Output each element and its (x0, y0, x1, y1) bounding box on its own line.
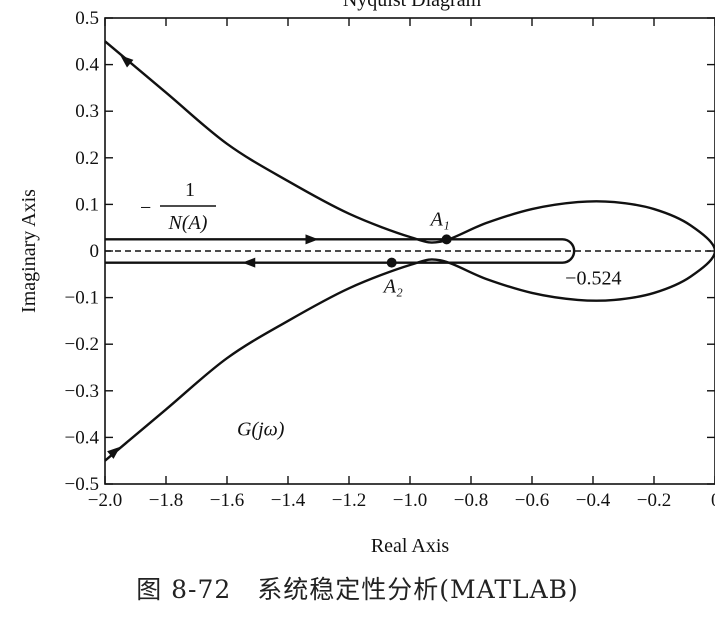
na-denominator: N(A) (168, 212, 208, 234)
x-tick-label: −1.4 (271, 490, 306, 511)
x-tick-label: −1.8 (149, 490, 183, 511)
y-tick-label: −0.2 (65, 334, 99, 355)
y-tick-label: −0.5 (65, 474, 99, 495)
x-tick-label: −0.6 (515, 490, 549, 511)
y-tick-label: 0.4 (75, 55, 99, 76)
point-a2 (386, 257, 397, 268)
x-tick-labels: −2.0 −1.8 −1.6 −1.4 −1.2 −1.0 −0.8 −0.6 −0.4 −0.2… (88, 490, 715, 511)
na-numerator: 1 (185, 179, 195, 201)
y-tick-labels: 0.5 0.4 0.3 0.2 0.1 0 −0.1 −0.2 −0.3 −0.4 −0.5 (65, 8, 100, 495)
y-tick-label: 0.3 (75, 101, 99, 122)
x-tick-label: −0.2 (637, 490, 671, 511)
y-tick-label: −0.1 (65, 288, 99, 309)
y-axis-label: Imaginary Axis (18, 189, 40, 313)
point-a1 (441, 234, 452, 245)
x-tick-label: −1.2 (332, 490, 366, 511)
y-tick-label: 0.5 (75, 8, 99, 29)
x-tick-label: −1.0 (393, 490, 427, 511)
label-critical-value: −0.524 (565, 267, 621, 289)
x-axis-label: Real Axis (371, 535, 450, 557)
nyquist-chart: Nyquist Diagram −2.0 −1.8 −1.6 −1.4 −1.2 −1.0… (18, 0, 715, 557)
arrowhead (107, 446, 121, 459)
y-tick-label: 0.2 (75, 148, 99, 169)
x-tick-label: −1.6 (210, 490, 244, 511)
label-a1: A₁ (429, 208, 450, 230)
arrowhead (120, 55, 134, 68)
na-prefix: − (140, 197, 151, 219)
y-tick-label: −0.4 (65, 427, 100, 448)
y-tick-label: 0.1 (75, 194, 99, 215)
x-tick-label: −0.4 (576, 490, 611, 511)
chart-title: Nyquist Diagram (343, 0, 482, 11)
arrowhead (242, 257, 256, 268)
x-tick-label: −2.0 (88, 490, 122, 511)
series-negative-inverse-na (105, 238, 576, 264)
x-tick-label: 0 (711, 490, 715, 511)
label-negative-inverse-na: − 1 N(A) (140, 179, 216, 234)
label-a2: A₂ (382, 276, 403, 298)
x-tick-label: −0.8 (454, 490, 488, 511)
series-g-jw (104, 40, 715, 462)
label-g-jw: G(jω) (237, 418, 285, 440)
figure-caption: 图 8-72 系统稳定性分析(MATLAB) (136, 575, 579, 604)
direction-arrows (107, 55, 319, 459)
y-tick-label: 0 (90, 241, 100, 262)
arrowhead (305, 234, 319, 245)
tick-marks (104, 17, 715, 485)
y-tick-label: −0.3 (65, 381, 99, 402)
